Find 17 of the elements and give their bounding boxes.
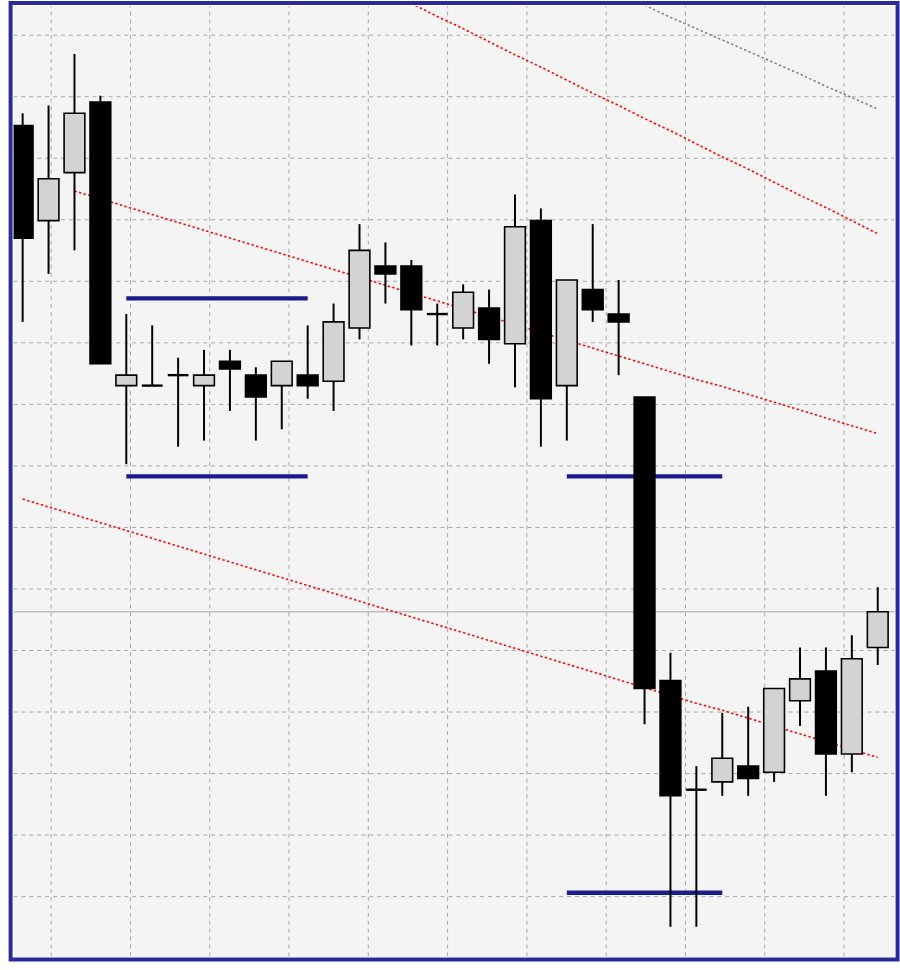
candlestick	[244, 366, 267, 442]
candlestick	[270, 360, 293, 431]
candlestick	[166, 356, 190, 448]
candlestick	[451, 283, 475, 341]
candlestick	[607, 279, 630, 377]
candlestick	[218, 348, 241, 412]
candlestick	[736, 705, 760, 797]
candlestick	[581, 223, 604, 323]
candlestick	[425, 302, 449, 347]
candlestick	[710, 711, 734, 797]
candlestick	[192, 348, 215, 442]
candlestick	[684, 765, 708, 928]
candlestick	[477, 288, 500, 365]
candlestick	[788, 646, 811, 727]
candlestick	[140, 324, 164, 387]
candlestick	[114, 313, 138, 466]
candlestick	[866, 586, 889, 666]
